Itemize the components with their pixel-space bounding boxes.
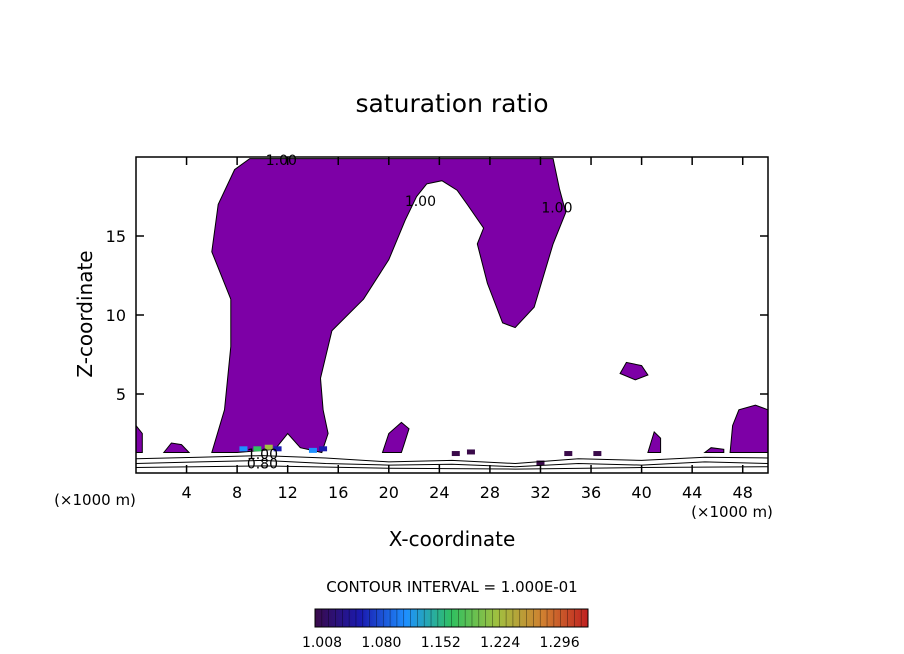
fill-region-blob-40 (619, 361, 649, 381)
isoline-0 (135, 455, 769, 465)
y-tick-label-10: 10 (106, 306, 126, 325)
x-tick-label-20: 20 (379, 483, 399, 502)
y-axis-ticks: 5 10 15 (106, 227, 768, 404)
speckle-cells (239, 444, 602, 466)
speckle-0 (239, 446, 248, 452)
x-tick-label-24: 24 (429, 483, 449, 502)
fill-region-main-tower (211, 158, 567, 454)
speckle-6 (451, 451, 460, 457)
colorbar-label-0: 1.008 (302, 635, 342, 651)
fill-region-blob-48 (729, 404, 769, 453)
contour-interval: CONTOUR INTERVAL = 1.000E-01 (326, 578, 577, 596)
y-tick-label-15: 15 (106, 227, 126, 246)
x-axis-ticks: 4 8 12 16 20 24 28 32 36 40 44 48 (181, 157, 753, 502)
colorbar-tick-marks (321, 609, 582, 627)
fill-region-blob-20 (381, 421, 410, 453)
speckle-10 (536, 460, 545, 466)
contour-label-4: 1.00 (247, 447, 278, 463)
speckle-8 (564, 451, 573, 457)
speckle-7 (466, 449, 475, 455)
x-tick-label-36: 36 (581, 483, 601, 502)
speckle-9 (593, 451, 602, 457)
colorbar-label-3: 1.224 (480, 635, 520, 651)
x-tick-label-28: 28 (480, 483, 500, 502)
speckle-5 (319, 446, 328, 452)
x-tick-label-12: 12 (278, 483, 298, 502)
colorbar-label-2: 1.152 (421, 635, 461, 651)
x-axis-label: X-coordinate (389, 527, 516, 551)
x-tick-label-16: 16 (328, 483, 348, 502)
x-tick-label-4: 4 (181, 483, 191, 502)
x-tick-label-44: 44 (682, 483, 702, 502)
fill-region-blob-4 (162, 442, 191, 453)
colorbar-label-4: 1.296 (540, 635, 580, 651)
contour-label-1: 1.00 (405, 194, 436, 210)
y-tick-label-5: 5 (116, 385, 126, 404)
contour-label-0: 1.00 (266, 153, 297, 169)
x-tick-label-32: 32 (530, 483, 550, 502)
speckle-4 (308, 447, 317, 453)
x-tick-label-48: 48 (733, 483, 753, 502)
colorbar-labels: 1.008 1.080 1.152 1.224 1.296 (302, 635, 580, 651)
chart-title: saturation ratio (355, 89, 548, 118)
fill-region-blob-40b (647, 430, 662, 453)
x-tick-label-8: 8 (232, 483, 242, 502)
speckle-3 (273, 446, 282, 452)
speckle-1 (253, 446, 262, 452)
speckle-2 (264, 444, 273, 450)
y-axis-label: Z-coordinate (73, 250, 97, 377)
colorbar-label-1: 1.080 (361, 635, 401, 651)
saturation-fill-regions (135, 158, 769, 454)
x-tick-label-40: 40 (631, 483, 651, 502)
isoline-1 (135, 459, 769, 468)
contour-label-2: 1.00 (541, 201, 572, 217)
isoline-2 (135, 465, 769, 470)
x-unit-left: (×1000 m) (54, 491, 136, 509)
contour-isolines (135, 455, 769, 470)
x-unit-right: (×1000 m) (691, 503, 773, 521)
contour-label-3: 0.80 (247, 457, 278, 473)
fill-region-blob-44 (703, 447, 725, 453)
fill-region-blob-0 (135, 424, 143, 453)
